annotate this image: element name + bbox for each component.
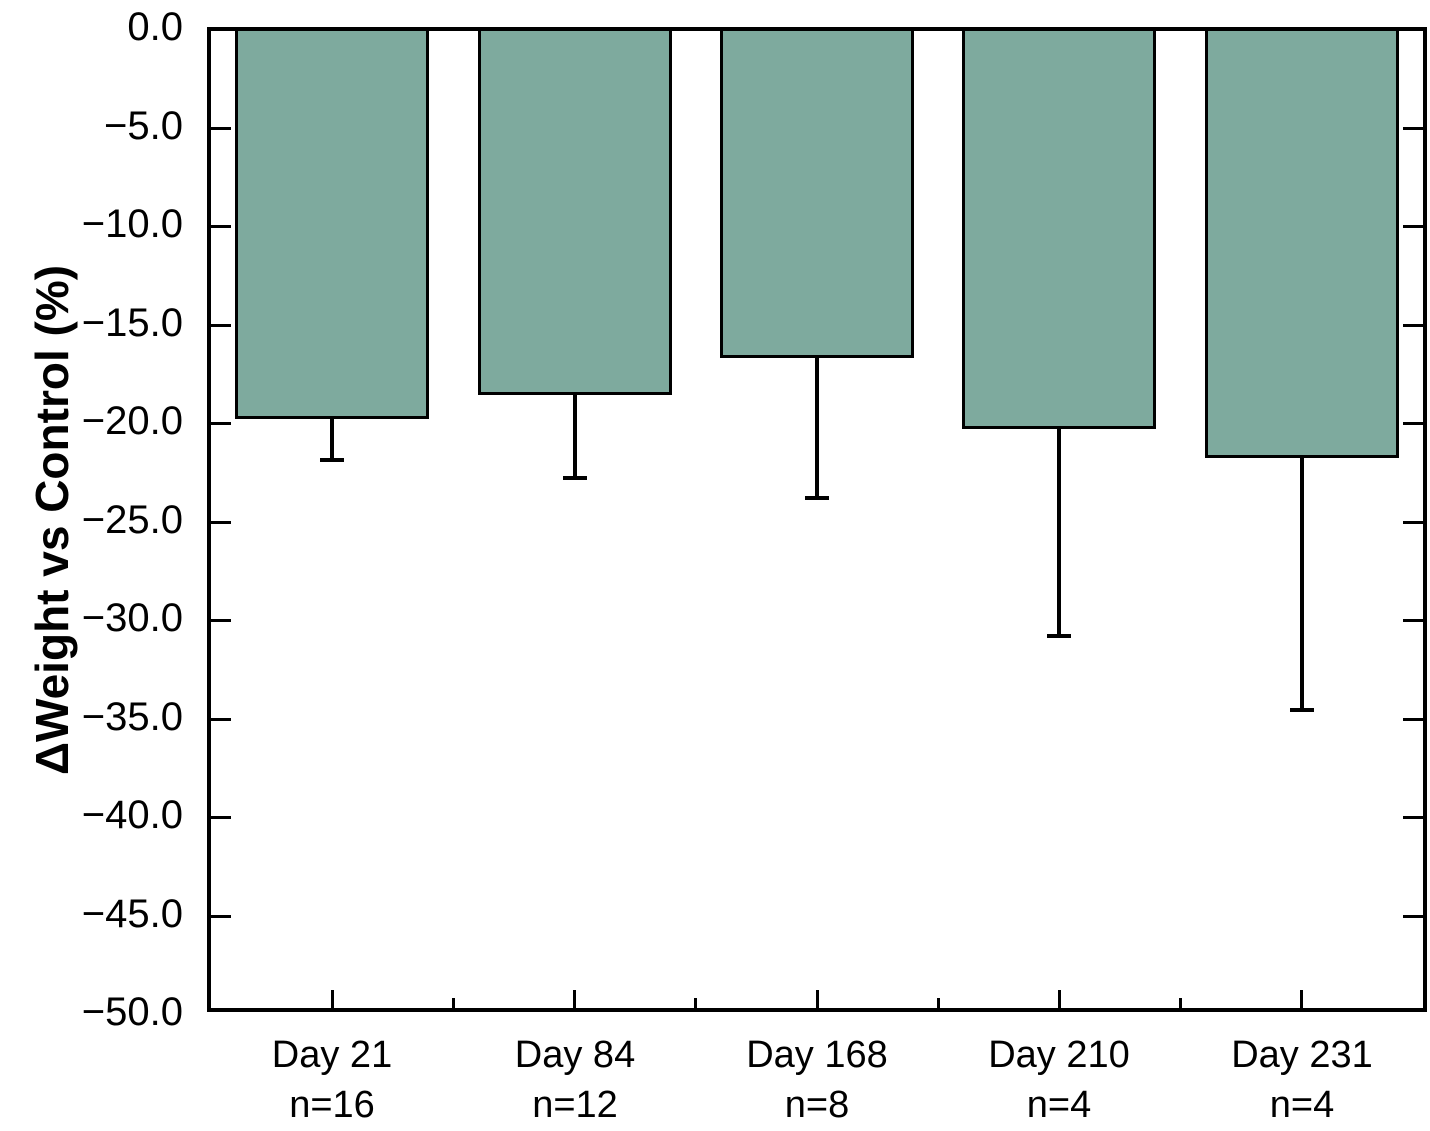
x-axis-tick-minor [1179, 998, 1182, 1008]
y-tick-label: −30.0 [81, 596, 183, 640]
y-axis-tick-right [1403, 619, 1423, 622]
y-tick-label: −10.0 [81, 202, 183, 246]
y-tick-label: −5.0 [104, 104, 183, 148]
y-axis-tick-right [1403, 915, 1423, 918]
x-category-day: Day 21 [271, 1034, 393, 1076]
x-axis-tick-minor [937, 998, 940, 1008]
x-axis-tick-major [1058, 990, 1061, 1008]
bar [1205, 31, 1399, 458]
x-category-n: n=8 [784, 1084, 850, 1126]
x-category-label: Day 84 n=12 [445, 1030, 705, 1130]
y-axis-tick-left [211, 521, 231, 524]
x-category-day: Day 84 [514, 1034, 636, 1076]
y-axis-tick-left [211, 225, 231, 228]
y-axis-tick-left [211, 422, 231, 425]
plot-area [207, 27, 1427, 1012]
error-bar-cap [1047, 634, 1071, 638]
y-axis-tick-right [1403, 718, 1423, 721]
y-axis-tick-right [1403, 324, 1423, 327]
x-axis-tick-minor [694, 998, 697, 1008]
x-category-label: Day 168 n=8 [687, 1030, 947, 1130]
y-axis-tick-right [1403, 521, 1423, 524]
y-tick-label: −35.0 [81, 695, 183, 739]
bar [720, 31, 914, 358]
x-category-n: n=16 [289, 1084, 375, 1126]
error-bar-cap [320, 458, 344, 462]
y-axis-tick-right [1403, 225, 1423, 228]
x-category-label: Day 231 n=4 [1172, 1030, 1430, 1130]
x-category-n: n=4 [1026, 1084, 1092, 1126]
x-category-n: n=12 [532, 1084, 618, 1126]
x-category-label: Day 210 n=4 [929, 1030, 1189, 1130]
y-tick-label: −40.0 [81, 793, 183, 837]
y-axis-tick-right [1403, 422, 1423, 425]
error-bar-line [330, 419, 334, 462]
y-tick-label: −20.0 [81, 399, 183, 443]
error-bar-cap [563, 476, 587, 480]
error-bar-cap [805, 496, 829, 500]
y-axis-tick-right [1403, 816, 1423, 819]
x-axis-tick-major [331, 990, 334, 1008]
x-axis-tick-minor [452, 998, 455, 1008]
x-category-day: Day 168 [746, 1034, 888, 1076]
error-bar-line [1300, 458, 1304, 712]
y-axis-tick-left [211, 816, 231, 819]
y-tick-label: −50.0 [81, 990, 183, 1034]
x-category-day: Day 231 [1231, 1034, 1373, 1076]
y-axis-tick-left [211, 619, 231, 622]
x-axis-tick-major [573, 990, 576, 1008]
error-bar-line [1057, 429, 1061, 638]
x-axis-tick-major [816, 990, 819, 1008]
x-category-label: Day 21 n=16 [202, 1030, 462, 1130]
y-tick-label: 0.0 [127, 5, 183, 49]
y-tick-label: −25.0 [81, 498, 183, 542]
y-axis-tick-left [211, 915, 231, 918]
error-bar-line [573, 395, 577, 480]
error-bar-cap [1290, 708, 1314, 712]
y-axis-tick-left [211, 718, 231, 721]
x-category-day: Day 210 [988, 1034, 1130, 1076]
y-tick-label: −45.0 [81, 892, 183, 936]
bar [235, 31, 429, 419]
y-tick-label: −15.0 [81, 301, 183, 345]
x-category-n: n=4 [1269, 1084, 1335, 1126]
y-axis-tick-right [1403, 127, 1423, 130]
y-axis-tick-left [211, 127, 231, 130]
x-axis-tick-major [1300, 990, 1303, 1008]
y-axis-tick-left [211, 324, 231, 327]
error-bar-line [815, 358, 819, 500]
bar [962, 31, 1156, 429]
bar [478, 31, 672, 395]
